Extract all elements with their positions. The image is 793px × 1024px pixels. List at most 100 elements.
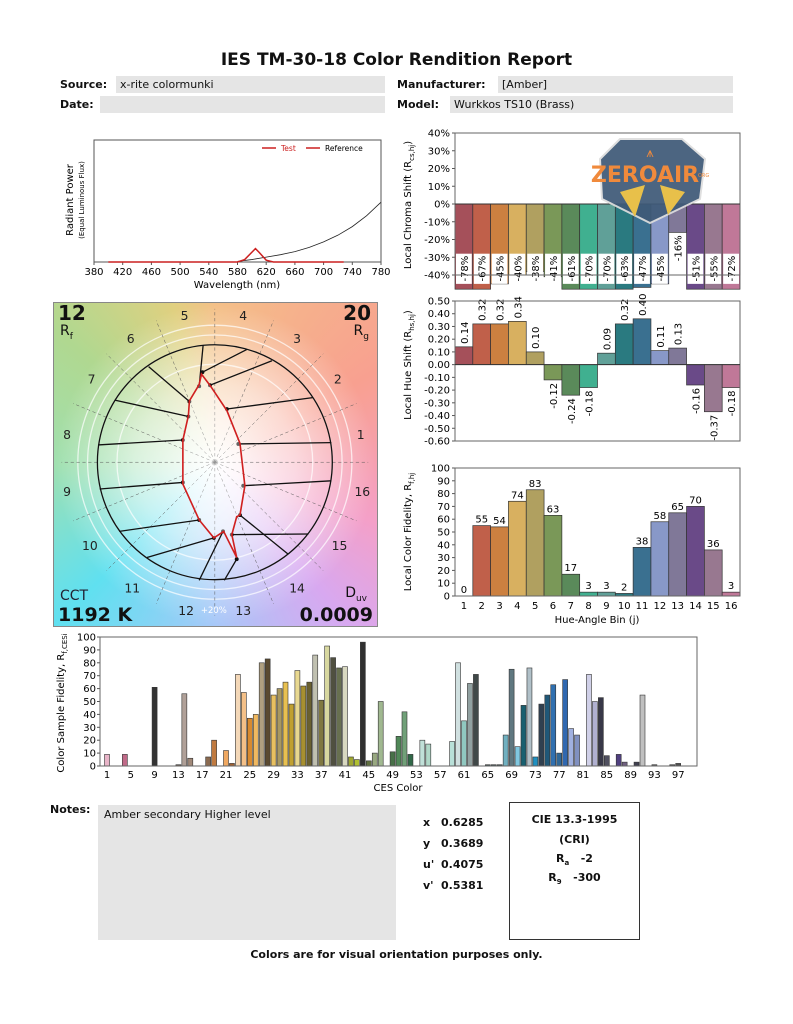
ces-bar-87 (615, 754, 622, 767)
bar-bin-5 (525, 351, 545, 365)
y-tick-label: 90 (437, 476, 450, 487)
cri-title: CIE 13.3-1995 (531, 813, 618, 826)
ces-bar-51 (401, 711, 408, 767)
cct-label: CCT (60, 588, 89, 604)
chroma-label-bg (598, 253, 615, 284)
x-tick-label: 460 (142, 267, 161, 278)
ces-bar-9 (151, 687, 158, 767)
chroma-value-label: -47% (638, 256, 649, 282)
y-tick-label: 0 (90, 762, 96, 773)
bar-bin-1 (454, 346, 474, 365)
ces-ylabel: Color Sample Fidelity, Rf,CESi (56, 633, 69, 772)
cri-ra: Ra -2 (510, 852, 639, 867)
y-tick-label: 0% (434, 200, 450, 211)
x-tick-label: 65 (481, 770, 494, 781)
x-tick-label: 3 (496, 601, 502, 612)
ces-bar-27 (258, 662, 265, 767)
chroma-shift-chart: Local Chroma Shift (Rcs,hj) 40% 30% 20% 10%… (403, 129, 741, 290)
shift-arrow (148, 366, 190, 403)
fidelity-value-label: 2 (621, 582, 627, 593)
ces-bar-88 (621, 761, 628, 767)
fidelity-value-label: 70 (689, 495, 702, 506)
y-tick-label: 50 (437, 528, 450, 539)
shift-arrow (238, 441, 332, 445)
r9-label: R (548, 871, 557, 885)
ces-bar-39 (330, 657, 336, 767)
shift-arrow (226, 396, 313, 410)
ces-bar-40 (336, 667, 342, 767)
x-tick-label: 93 (648, 770, 661, 781)
bar-bin-3 (490, 323, 509, 365)
y-tick-label: 30 (83, 723, 96, 734)
ra-sub: a (564, 859, 570, 868)
y-tick-label: 30% (428, 146, 450, 157)
y-tick-label: 80 (83, 658, 96, 669)
ces-bar-47 (377, 701, 384, 767)
bin-number-label: 11 (124, 580, 140, 595)
y-tick-label: -40% (424, 271, 450, 282)
fidelity-value-label: 3 (585, 581, 591, 592)
local-fidelity-chart: Local Color Fidelity, Rf,hj Hue-Angle Bi… (403, 464, 741, 626)
ces-bar-84 (598, 697, 604, 767)
hue-value-label: -0.16 (691, 388, 702, 414)
x-tick-label: 85 (600, 770, 613, 781)
x-tick-label: 45 (362, 770, 375, 781)
chromaticity-value: 0.5381 (441, 879, 484, 892)
x-tick-label: 580 (228, 267, 247, 278)
fidelity-value-label: 0 (461, 585, 467, 596)
bin-number-label: 9 (63, 484, 71, 499)
fid-ylabel-sub: f,hj (408, 473, 416, 484)
ces-bar-23 (235, 674, 241, 767)
bin-number-label: 1 (357, 427, 365, 442)
ces-bar-71 (520, 705, 527, 767)
fidelity-value-label: 83 (529, 479, 542, 490)
chroma-label-bg (473, 253, 490, 284)
chroma-value-label: -16% (674, 235, 685, 261)
r9-sub: 9 (556, 878, 562, 887)
test-spectrum-line (108, 247, 344, 263)
shift-arrow (209, 360, 273, 386)
cri-box: CIE 13.3-1995 (CRI) Ra -2 R9 -300 (509, 802, 640, 940)
chroma-label-bg (456, 253, 472, 284)
y-tick-label: 10 (437, 579, 450, 590)
chroma-label-bg (491, 253, 508, 284)
chroma-value-label: -55% (709, 256, 720, 282)
bin-number-label: 7 (88, 372, 96, 387)
x-tick-label: 1 (461, 601, 467, 612)
chroma-value-label: -45% (656, 256, 667, 282)
bar-bin-8 (579, 591, 598, 597)
cri-r9: R9 -300 (510, 871, 639, 886)
ces-bar-73 (532, 756, 539, 767)
ces-bar-49 (389, 751, 396, 767)
report-title: IES TM-30-18 Color Rendition Report (220, 50, 573, 70)
plot-frame (454, 300, 741, 442)
x-tick-label: 700 (314, 267, 333, 278)
hue-value-label: 0.11 (656, 325, 667, 347)
manufacturer-label: Manufacturer: (397, 78, 486, 91)
x-tick-label: 81 (577, 770, 590, 781)
plot-frame (93, 139, 382, 263)
duv-label-text: D (345, 585, 356, 602)
duv-label: Duv (345, 585, 367, 604)
bar-bin-14 (686, 364, 705, 386)
hue-value-label: 0.13 (674, 323, 685, 345)
bar-bin-9 (597, 352, 616, 365)
ces-bar-24 (241, 692, 247, 767)
chromaticity-key: u' (423, 858, 435, 871)
bar-bin-14 (686, 506, 705, 597)
ces-bar-50 (395, 736, 402, 767)
x-tick-label: 2 (479, 601, 485, 612)
ces-bar-52 (407, 754, 414, 767)
fidelity-value-label: 58 (653, 511, 666, 522)
y-tick-label: -0.60 (424, 437, 450, 448)
rf-label-text: R (60, 323, 70, 339)
bin-number-label: 12 (178, 603, 194, 618)
chroma-label-bg (580, 253, 597, 284)
ces-bar-30 (276, 688, 283, 767)
ces-bar-46 (371, 752, 378, 767)
y-tick-label: 70 (83, 671, 96, 682)
bin-number-label: 16 (354, 484, 370, 499)
chroma-value-label: -78% (460, 256, 471, 282)
bin-divider (73, 403, 215, 463)
